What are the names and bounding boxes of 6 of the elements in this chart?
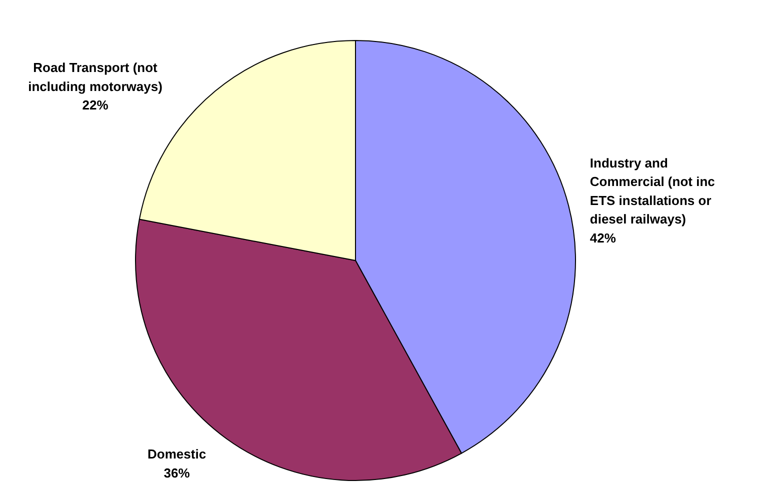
slice-label: Industry and Commercial (not inc ETS installations or diesel railways) xyxy=(590,155,715,227)
data-label: 36% xyxy=(164,465,190,480)
slice-label: Road Transport (not including motorways) xyxy=(28,60,162,94)
slice-label: Domestic xyxy=(148,446,206,462)
data-label: 42% xyxy=(590,230,616,246)
data-label: 22% xyxy=(82,98,109,112)
